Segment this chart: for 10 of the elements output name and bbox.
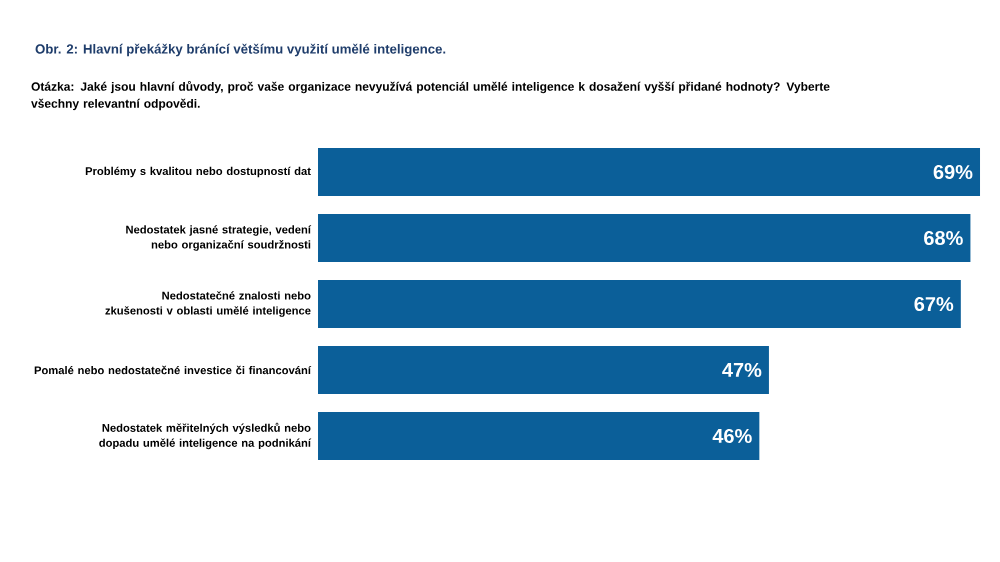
bar [318, 411, 760, 460]
bar [318, 213, 971, 262]
data-label: 69% [933, 164, 973, 180]
bar [318, 148, 981, 196]
bar [318, 279, 961, 328]
data-label: 68% [924, 230, 963, 246]
bar [318, 345, 769, 394]
data-label: 47% [722, 362, 762, 378]
data-label: 46% [712, 428, 752, 444]
data-label: 67% [914, 296, 954, 312]
